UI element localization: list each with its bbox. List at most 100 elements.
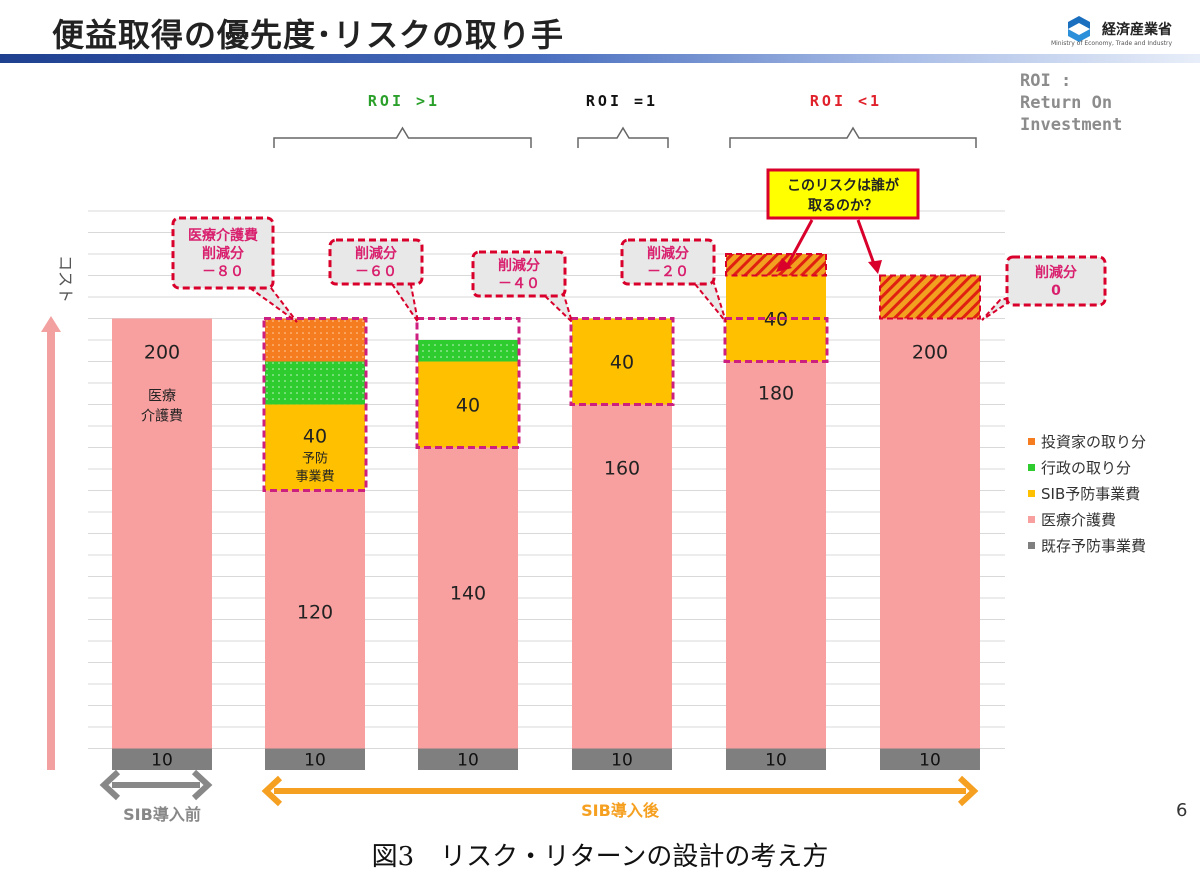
legend-label: 医療介護費 bbox=[1041, 510, 1117, 529]
medical-value-label: 140 bbox=[450, 583, 486, 605]
reduction-callout-text: －８０ bbox=[202, 264, 244, 280]
risk-arrow bbox=[856, 219, 876, 265]
bar-government bbox=[418, 340, 518, 362]
medical-sublabel: 医療 bbox=[148, 388, 176, 405]
existing-value-label: 10 bbox=[611, 750, 633, 770]
medical-value-label: 200 bbox=[912, 342, 948, 364]
roi-note-line: ROI : bbox=[1020, 71, 1072, 91]
bar-existing bbox=[572, 748, 672, 770]
bar-medical bbox=[418, 447, 518, 749]
roi-note: ROI : Return On Investment bbox=[1020, 70, 1122, 136]
reduction-callout-box bbox=[328, 238, 424, 286]
reduction-callout-text: 削減分 bbox=[1035, 264, 1077, 281]
bar-existing bbox=[112, 748, 212, 770]
reduction-callout-text: 削減分 bbox=[647, 245, 689, 262]
medical-value-label: 160 bbox=[604, 458, 640, 480]
reduction-callout-box bbox=[620, 238, 716, 286]
legend-label: 行政の取り分 bbox=[1041, 458, 1132, 477]
after-arrow-left-head bbox=[261, 775, 283, 807]
group-label: ROI =1 bbox=[586, 92, 658, 110]
group-label: ROI >1 bbox=[368, 92, 440, 110]
bar-medical bbox=[265, 490, 365, 749]
medical-value-label: 120 bbox=[297, 602, 333, 624]
reduction-callout-text: －２０ bbox=[647, 264, 689, 280]
slide-title: 便益取得の優先度･リスクの取り手 bbox=[52, 16, 565, 54]
reduction-highlight bbox=[569, 317, 675, 406]
medical-value-label: 200 bbox=[144, 342, 180, 364]
bar-existing bbox=[880, 748, 980, 770]
reduction-callout-text: －４０ bbox=[498, 276, 540, 292]
reduction-callout-text: 0 bbox=[1051, 283, 1061, 299]
bar-existing bbox=[418, 748, 518, 770]
risk-callout-text: 取るのか？ bbox=[808, 198, 878, 214]
page-number: 6 bbox=[1176, 800, 1188, 821]
legend-item: 医療介護費 bbox=[1028, 506, 1146, 532]
sib-sublabel: 事業費 bbox=[295, 469, 334, 485]
title-bar bbox=[0, 54, 1200, 63]
group-brace bbox=[273, 126, 532, 148]
bar-sib bbox=[418, 361, 518, 448]
bar-existing bbox=[265, 748, 365, 770]
period-before-label: SIB導入前 bbox=[123, 805, 201, 824]
legend-item: 既存予防事業費 bbox=[1028, 532, 1146, 558]
bar-risk bbox=[879, 274, 981, 320]
reduction-callout-text: 削減分 bbox=[498, 257, 540, 274]
medical-sublabel: 介護費 bbox=[141, 409, 183, 425]
sib-sublabel: 予防 bbox=[302, 451, 328, 467]
reduction-callout-box bbox=[1005, 255, 1107, 307]
medical-value-label: 180 bbox=[758, 383, 794, 405]
reduction-callout-text: 削減分 bbox=[202, 245, 244, 262]
bar-existing bbox=[726, 748, 826, 770]
legend-item: SIB予防事業費 bbox=[1028, 480, 1146, 506]
group-label: ROI <1 bbox=[810, 92, 882, 110]
group-brace bbox=[729, 126, 977, 148]
ministry-name: 経済産業省 bbox=[1102, 22, 1172, 38]
bar-medical bbox=[112, 318, 212, 749]
existing-value-label: 10 bbox=[304, 750, 326, 770]
sib-value-label: 40 bbox=[456, 395, 480, 417]
reduction-callout-tail bbox=[247, 282, 298, 323]
legend-swatch bbox=[1028, 437, 1035, 445]
risk-arrow bbox=[784, 219, 814, 269]
y-axis-arrowhead bbox=[41, 316, 61, 332]
chart-legend: 投資家の取り分行政の取り分 SIB予防事業費 医療介護費既存予防事業費 bbox=[1028, 428, 1146, 558]
reduction-callout-text: 医療介護費 bbox=[188, 227, 258, 244]
figure-caption: 図3 リスク・リターンの設計の考え方 bbox=[371, 842, 829, 872]
reduction-callout-text: 削減分 bbox=[355, 245, 397, 262]
legend-swatch bbox=[1028, 489, 1035, 497]
reduction-callout-box bbox=[171, 216, 275, 290]
existing-value-label: 10 bbox=[151, 750, 173, 770]
roi-note-line: Investment bbox=[1020, 115, 1123, 135]
bar-sib bbox=[572, 318, 672, 405]
roi-note-line: Return On bbox=[1020, 93, 1113, 113]
risk-callout-text: このリスクは誰が bbox=[787, 177, 900, 194]
legend-label: 既存予防事業費 bbox=[1041, 536, 1147, 555]
risk-arrowhead bbox=[776, 258, 792, 272]
sib-value-label: 40 bbox=[610, 352, 634, 374]
reduction-callout-tail bbox=[542, 290, 575, 326]
before-arrow-right-head bbox=[191, 769, 213, 801]
legend-label: SIB予防事業費 bbox=[1041, 484, 1141, 503]
legend-item: 行政の取り分 bbox=[1028, 454, 1146, 480]
legend-swatch bbox=[1028, 463, 1035, 471]
reduction-callout-tail bbox=[693, 278, 727, 323]
reduction-highlight bbox=[415, 317, 521, 449]
legend-swatch bbox=[1028, 541, 1035, 549]
group-brace bbox=[577, 126, 669, 148]
risk-callout-box bbox=[766, 168, 920, 220]
legend-item: 投資家の取り分 bbox=[1028, 428, 1146, 454]
existing-value-label: 10 bbox=[765, 750, 787, 770]
reduction-highlight bbox=[723, 317, 829, 363]
y-axis-label: コスト bbox=[56, 255, 75, 303]
risk-arrowhead bbox=[868, 260, 882, 274]
bar-medical bbox=[572, 404, 672, 749]
bar-government bbox=[265, 361, 365, 405]
reduction-callout-text: －６０ bbox=[355, 264, 397, 280]
ministry-logo: 経済産業省 bbox=[1064, 14, 1172, 44]
reduction-callout-box bbox=[471, 250, 567, 298]
legend-swatch bbox=[1028, 515, 1035, 523]
ministry-logo-icon bbox=[1068, 16, 1090, 42]
after-arrow-right-head bbox=[957, 775, 979, 807]
existing-value-label: 10 bbox=[919, 750, 941, 770]
